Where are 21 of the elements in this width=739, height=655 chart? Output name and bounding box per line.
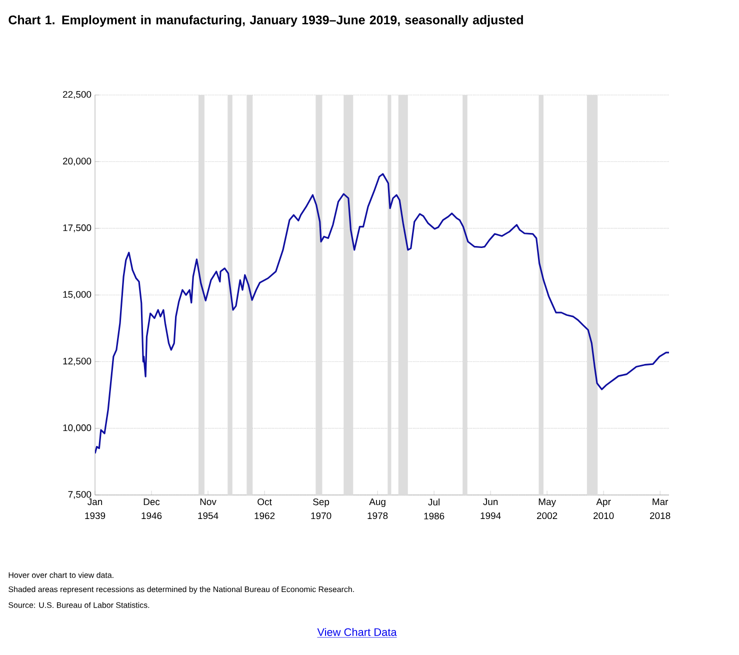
x-tick-label: Mar 2018 [650, 498, 670, 520]
chart-title: Chart 1. Employment in manufacturing, January 1939–June 2019, seasonally adjusted [8, 15, 523, 27]
x-tick-label: Sep 1970 [311, 498, 332, 520]
x-tick-label: Aug 1978 [368, 498, 388, 520]
y-tick-label: 17,500 [63, 224, 92, 232]
x-tick-label: Jan 1939 [85, 498, 106, 520]
x-tick-label: Dec 1946 [142, 498, 162, 520]
y-tick-label: 15,000 [63, 291, 92, 299]
x-tick-label: May 2002 [537, 498, 558, 520]
y-tick-label: 10,000 [63, 424, 92, 432]
y-tick-label: 22,500 [63, 91, 92, 99]
x-tick-label: Jul 1986 [424, 498, 444, 520]
x-tick-label: Jun 1994 [480, 498, 501, 520]
text: View Chart Data [317, 628, 397, 636]
y-tick-label: 12,500 [63, 358, 92, 366]
x-tick-label: Apr 2010 [594, 498, 614, 520]
x-tick-label: Nov 1954 [198, 498, 218, 520]
line-series [95, 173, 670, 454]
y-tick-label: 20,000 [63, 158, 92, 166]
x-tick-label: Oct 1962 [254, 498, 275, 520]
y-tick-label: 7,500 [68, 491, 92, 499]
